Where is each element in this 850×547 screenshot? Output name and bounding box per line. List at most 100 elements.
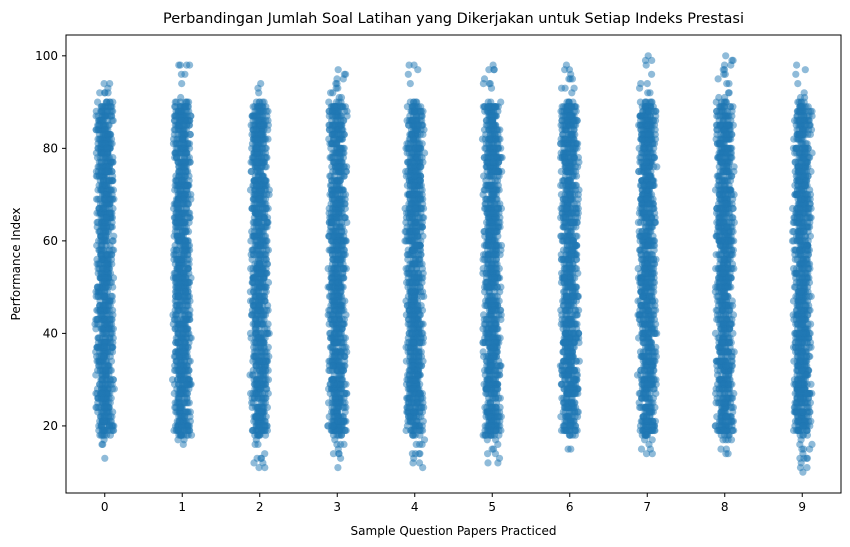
data-point bbox=[410, 260, 418, 268]
data-point bbox=[101, 89, 109, 97]
data-point bbox=[96, 380, 104, 388]
data-point bbox=[254, 167, 262, 176]
data-point bbox=[95, 362, 103, 370]
data-point bbox=[325, 246, 333, 254]
data-point bbox=[181, 426, 189, 435]
data-point bbox=[328, 376, 336, 384]
data-point bbox=[335, 93, 343, 102]
data-point bbox=[257, 426, 265, 435]
data-point bbox=[101, 292, 109, 300]
data-point bbox=[97, 158, 105, 166]
data-point bbox=[327, 269, 335, 277]
strip-1 bbox=[169, 61, 196, 448]
plot-area bbox=[65, 34, 842, 494]
data-point bbox=[110, 422, 118, 430]
data-point bbox=[418, 362, 426, 370]
data-point bbox=[187, 380, 195, 388]
data-point bbox=[407, 362, 416, 370]
data-point bbox=[108, 325, 116, 333]
data-point bbox=[101, 218, 109, 226]
data-point bbox=[186, 297, 194, 305]
data-point bbox=[177, 107, 185, 115]
data-point bbox=[179, 348, 187, 356]
data-point bbox=[183, 394, 191, 402]
data-point bbox=[176, 218, 184, 226]
data-point bbox=[98, 311, 106, 319]
data-point bbox=[103, 380, 112, 388]
strip-3 bbox=[324, 66, 351, 472]
data-point bbox=[402, 426, 410, 435]
data-point bbox=[184, 200, 192, 208]
data-point bbox=[255, 195, 263, 203]
data-point bbox=[257, 339, 265, 347]
data-point bbox=[184, 181, 192, 189]
data-point bbox=[419, 288, 427, 296]
data-point bbox=[343, 389, 351, 398]
data-point bbox=[101, 454, 109, 462]
data-point bbox=[95, 403, 103, 411]
data-point bbox=[413, 348, 421, 356]
data-point bbox=[410, 237, 418, 245]
data-point bbox=[93, 352, 101, 361]
data-point bbox=[92, 371, 100, 379]
data-point bbox=[406, 80, 414, 88]
data-point bbox=[180, 163, 188, 171]
data-point bbox=[109, 158, 117, 166]
data-point bbox=[331, 436, 339, 444]
data-point bbox=[261, 214, 269, 222]
data-point bbox=[257, 385, 265, 393]
data-point bbox=[178, 117, 186, 125]
data-point bbox=[336, 288, 344, 296]
data-point bbox=[171, 315, 179, 324]
data-point bbox=[252, 436, 260, 444]
data-point bbox=[261, 464, 269, 472]
data-point bbox=[93, 195, 101, 203]
data-point bbox=[408, 329, 416, 337]
data-point bbox=[409, 371, 417, 379]
data-point bbox=[177, 403, 185, 411]
data-point bbox=[94, 339, 102, 347]
data-point bbox=[102, 98, 110, 106]
data-point bbox=[256, 260, 264, 268]
data-point bbox=[331, 177, 339, 185]
data-point bbox=[183, 61, 191, 69]
data-point bbox=[185, 121, 194, 129]
data-point bbox=[335, 362, 344, 370]
data-point bbox=[100, 274, 108, 282]
data-point bbox=[263, 403, 271, 411]
data-point bbox=[103, 426, 111, 435]
data-point bbox=[100, 302, 108, 310]
data-point bbox=[331, 135, 339, 143]
strip-4 bbox=[401, 61, 429, 472]
data-point bbox=[257, 454, 265, 462]
data-point bbox=[179, 135, 187, 143]
data-point bbox=[258, 269, 266, 277]
data-point bbox=[337, 163, 345, 171]
data-point bbox=[252, 362, 260, 370]
data-point bbox=[100, 232, 108, 240]
data-point bbox=[332, 214, 341, 222]
data-point bbox=[97, 255, 105, 263]
data-point bbox=[178, 177, 186, 185]
data-point bbox=[174, 292, 182, 300]
data-point bbox=[186, 130, 194, 139]
data-point bbox=[340, 334, 348, 342]
data-point bbox=[248, 371, 257, 379]
data-point bbox=[93, 283, 102, 291]
data-point bbox=[328, 408, 336, 416]
data-point bbox=[175, 265, 183, 273]
data-point bbox=[183, 362, 191, 370]
data-point bbox=[96, 417, 104, 425]
data-point bbox=[108, 385, 116, 393]
data-point bbox=[262, 283, 270, 291]
data-point bbox=[252, 98, 260, 106]
data-point bbox=[175, 255, 183, 263]
data-point bbox=[264, 320, 272, 328]
data-point bbox=[103, 167, 111, 176]
data-point bbox=[176, 61, 184, 69]
data-point bbox=[338, 223, 346, 231]
data-point bbox=[419, 269, 427, 277]
data-point bbox=[256, 292, 265, 300]
data-point bbox=[336, 149, 344, 157]
data-point bbox=[261, 144, 269, 152]
